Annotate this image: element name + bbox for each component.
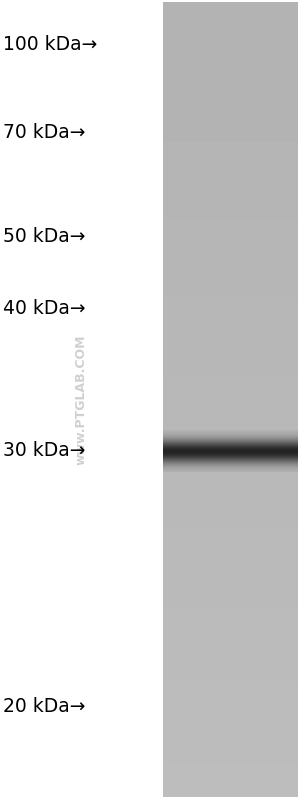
Text: 20 kDa→: 20 kDa→	[3, 697, 85, 715]
Text: 100 kDa→: 100 kDa→	[3, 34, 98, 54]
Text: 50 kDa→: 50 kDa→	[3, 226, 85, 245]
Text: 40 kDa→: 40 kDa→	[3, 299, 85, 317]
Text: 30 kDa→: 30 kDa→	[3, 442, 85, 460]
Text: www.PTGLAB.COM: www.PTGLAB.COM	[75, 334, 88, 465]
Text: 70 kDa→: 70 kDa→	[3, 124, 85, 142]
